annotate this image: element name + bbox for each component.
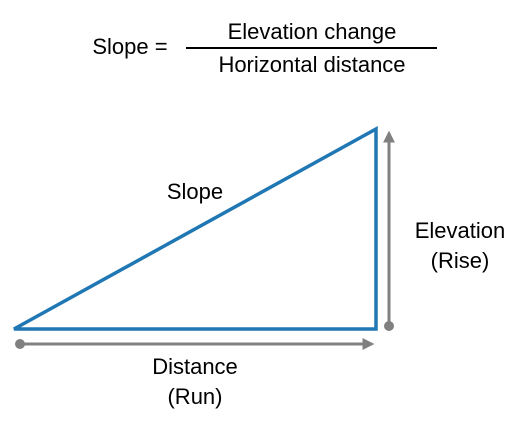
- rise-label: Elevation: [415, 218, 506, 243]
- rise-label: (Rise): [431, 248, 490, 273]
- rise-arrow-start: [384, 321, 394, 331]
- triangle: [13, 126, 378, 331]
- formula-denominator: Horizontal distance: [218, 52, 405, 77]
- formula-numerator: Elevation change: [228, 19, 397, 44]
- run-arrow-start: [15, 339, 25, 349]
- run-label: Distance: [152, 354, 238, 379]
- run-label: (Run): [167, 384, 222, 409]
- formula-lhs: Slope =: [92, 34, 167, 59]
- slope-label: Slope: [167, 179, 223, 204]
